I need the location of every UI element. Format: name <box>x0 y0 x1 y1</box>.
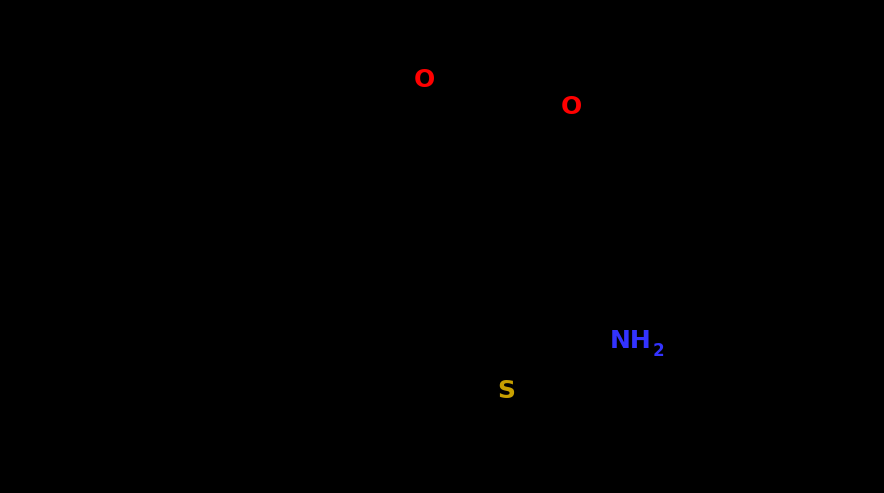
Text: 2: 2 <box>653 342 665 360</box>
Text: NH: NH <box>610 329 652 353</box>
Text: O: O <box>414 68 435 92</box>
Text: S: S <box>497 379 515 403</box>
Text: O: O <box>560 95 582 119</box>
